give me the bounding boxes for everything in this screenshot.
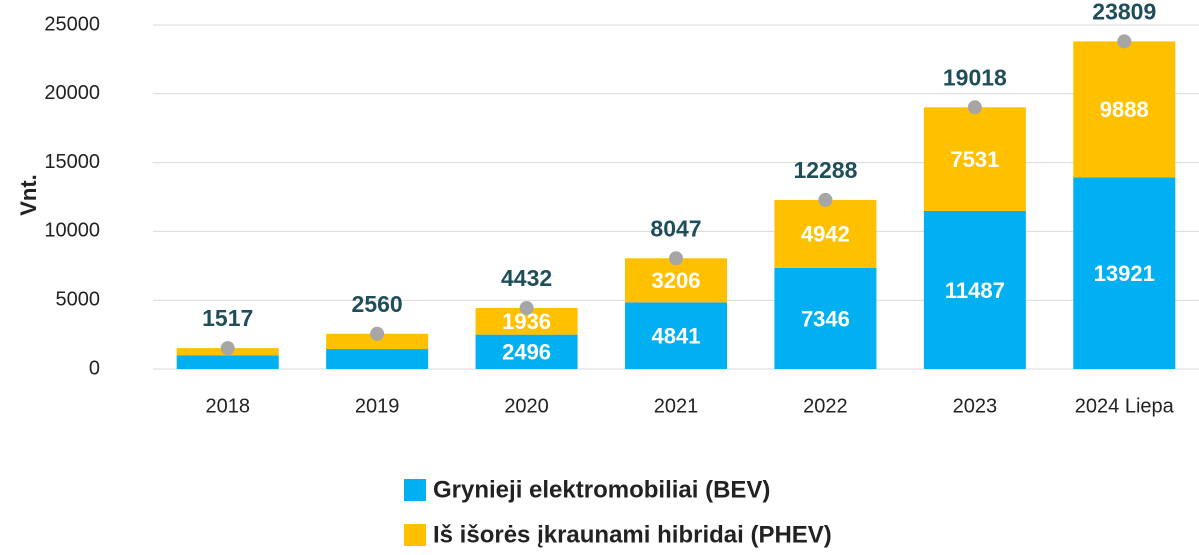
bar-segment <box>625 302 727 369</box>
data-label: 7531 <box>950 147 999 172</box>
bar-segment <box>774 199 877 268</box>
y-tick-label: 10000 <box>44 220 100 242</box>
total-marker <box>818 192 833 207</box>
total-marker <box>669 251 683 266</box>
bar-segment <box>923 107 1026 211</box>
total-marker <box>519 301 534 316</box>
total-marker <box>967 100 982 115</box>
data-label: 11487 <box>945 278 1005 303</box>
bar-segment <box>326 349 429 369</box>
data-label: 13921 <box>1094 261 1155 286</box>
bar-segment <box>1073 177 1176 369</box>
total-label: 8047 <box>650 215 701 241</box>
data-label: 4841 <box>652 324 701 349</box>
legend-label: Grynieji elektromobiliai (BEV) <box>433 476 770 503</box>
x-tick-label: 2018 <box>205 395 250 417</box>
total-marker <box>220 341 235 356</box>
x-tick-label: 2021 <box>654 395 699 417</box>
total-label: 23809 <box>1092 0 1156 24</box>
legend-swatch <box>404 524 426 546</box>
data-label: 7346 <box>801 306 850 331</box>
y-tick-label: 0 <box>89 357 100 379</box>
bar-segment <box>1073 41 1176 178</box>
total-marker <box>370 326 385 341</box>
y-tick-label: 25000 <box>44 13 100 35</box>
bar-segment <box>923 210 1026 369</box>
bar-segment <box>326 333 429 350</box>
x-tick-label: 2022 <box>803 395 848 417</box>
total-label: 12288 <box>793 157 857 183</box>
total-label: 4432 <box>501 265 552 291</box>
x-tick-label: 2024 Liepa <box>1075 395 1175 417</box>
data-label: 2496 <box>502 340 551 365</box>
total-label: 1517 <box>202 305 253 331</box>
bar-segment <box>475 334 578 369</box>
x-tick-label: 2019 <box>355 395 400 417</box>
y-tick-label: 5000 <box>56 288 101 310</box>
total-marker <box>1117 34 1132 49</box>
y-tick-label: 20000 <box>44 82 100 104</box>
legend-swatch <box>404 479 426 501</box>
x-tick-label: 2020 <box>504 395 549 417</box>
bar-segment <box>625 258 727 303</box>
y-axis-label: Vnt. <box>16 174 41 216</box>
data-label: 9888 <box>1100 97 1149 122</box>
data-label: 3206 <box>652 268 701 293</box>
x-tick-label: 2023 <box>953 395 998 417</box>
bar-segment <box>774 267 877 369</box>
data-label: 4942 <box>801 222 850 247</box>
bar-segment <box>176 355 279 369</box>
y-tick-label: 15000 <box>44 151 100 173</box>
total-label: 2560 <box>352 291 403 317</box>
total-label: 19018 <box>943 64 1007 90</box>
legend-label: Iš išorės įkraunami hibridai (PHEV) <box>433 521 832 548</box>
